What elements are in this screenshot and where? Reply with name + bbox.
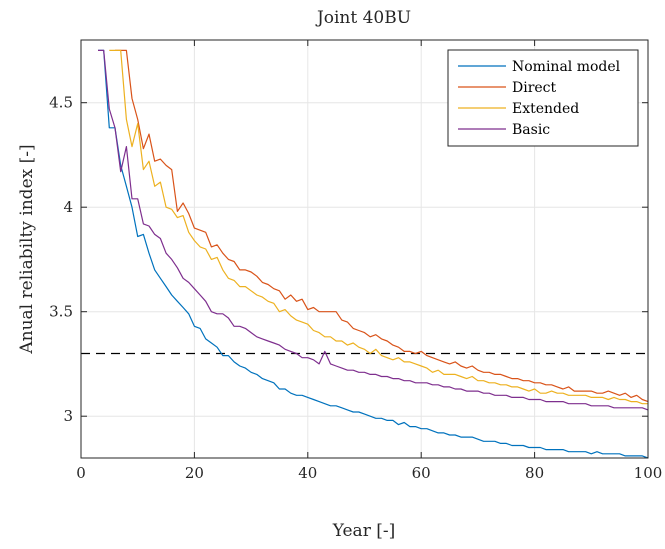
y-tick-label: 3.5 [49,303,73,321]
y-tick-label: 4.5 [49,94,73,112]
x-tick-label: 100 [634,464,663,482]
x-tick-label: 0 [76,464,86,482]
chart-title: Joint 40BU [315,8,411,28]
x-axis-label: Year [-] [332,521,395,541]
series-line-direct [115,49,649,403]
y-axis-ticks: 3 3.5 4 4.5 [49,94,648,425]
y-axis-label: Anual reliabilty index [-] [17,144,37,354]
legend: Nominal model Direct Extended Basic [447,49,639,147]
legend-label-nominal-model: Nominal model [512,59,621,75]
x-tick-label: 60 [412,464,431,482]
plot-frame [80,39,649,459]
legend-label-extended: Extended [512,101,579,117]
legend-label-direct: Direct [512,80,557,96]
y-tick-label: 4 [63,198,73,216]
series-line-basic [98,49,649,411]
series-group [98,49,649,459]
y-tick-label: 3 [63,407,73,425]
series-line-extended [109,49,648,405]
x-axis-ticks: 0 20 40 60 80 100 [76,40,662,482]
legend-label-basic: Basic [512,122,550,138]
x-tick-label: 40 [298,464,317,482]
x-tick-label: 80 [525,464,544,482]
x-tick-label: 20 [185,464,204,482]
series-line-nominal-model [98,49,649,459]
